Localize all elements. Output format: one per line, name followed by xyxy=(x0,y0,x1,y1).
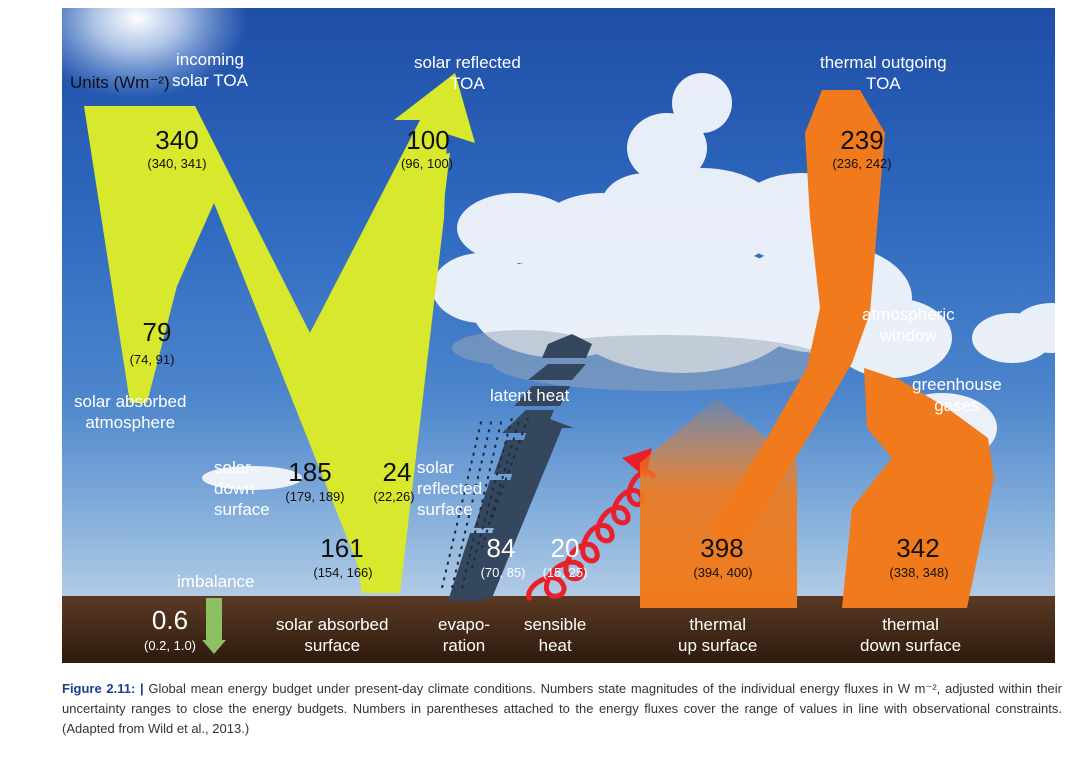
solar-absorbed-atmosphere-label: solar absorbed atmosphere xyxy=(74,392,187,432)
energy-budget-figure: incoming solar TOA Units (Wm⁻²) solar re… xyxy=(62,8,1055,663)
greenhouse-gases-label: greenhouse gases xyxy=(912,375,1002,415)
thermal-outgoing-arrow xyxy=(712,90,885,558)
atmospheric-window-label: atmospheric window xyxy=(862,305,955,345)
figure-caption: Figure 2.11: | Global mean energy budget… xyxy=(62,679,1062,739)
thermal-outgoing-value: 239 xyxy=(840,125,884,155)
imbalance-arrow xyxy=(202,598,226,654)
evaporation-value: 84 xyxy=(486,533,516,563)
solar-absorbed-surface-label: solar absorbed surface xyxy=(276,615,389,655)
evaporation-label: evapo- ration xyxy=(438,615,490,655)
imbalance-label: imbalance xyxy=(177,572,255,591)
solar-down-surface-range: (179, 189) xyxy=(285,489,345,504)
latent-heat-label: latent heat xyxy=(490,386,570,405)
imbalance-value: 0.6 xyxy=(151,605,189,635)
solar-down-surface-value: 185 xyxy=(288,457,332,487)
solar-absorbed-surface-range: (154, 166) xyxy=(313,565,373,580)
units-label: Units (Wm⁻²) xyxy=(70,73,170,92)
incoming-solar-value: 340 xyxy=(155,125,199,155)
thermal-outgoing-range: (236, 242) xyxy=(832,156,892,171)
thermal-down-surface-label: thermal down surface xyxy=(860,615,962,655)
solar-reflected-toa-value: 100 xyxy=(406,125,450,155)
solar-reflected-toa-label: solar reflected TOA xyxy=(414,53,521,93)
thermal-up-surface-value: 398 xyxy=(700,533,744,563)
caption-text: Global mean energy budget under present-… xyxy=(62,681,1062,736)
solar-reflected-surface-value: 24 xyxy=(382,457,412,487)
solar-reflected-toa-arrow xyxy=(310,153,450,488)
solar-reflected-surface-label: solar reflected surface xyxy=(417,458,483,519)
solar-reflected-toa-range: (96, 100) xyxy=(400,156,454,171)
sensible-heat-range: (15, 25) xyxy=(542,565,588,580)
incoming-solar-range: (340, 341) xyxy=(147,156,207,171)
thermal-up-surface-range: (394, 400) xyxy=(693,565,753,580)
thermal-down-surface-arrow xyxy=(842,368,994,608)
imbalance-range: (0.2, 1.0) xyxy=(143,638,197,653)
sensible-heat-value: 20 xyxy=(550,533,580,563)
latent-heat-bars xyxy=(448,334,592,601)
thermal-down-surface-range: (338, 348) xyxy=(889,565,949,580)
incoming-solar-label: incoming solar TOA xyxy=(172,50,248,90)
solar-absorbed-atmosphere-range: (74, 91) xyxy=(129,352,175,367)
figure-artwork xyxy=(62,8,1055,663)
thermal-up-surface-arrow xyxy=(640,398,797,608)
caption-label: Figure 2.11: | xyxy=(62,681,144,696)
thermal-outgoing-toa-label: thermal outgoing TOA xyxy=(820,53,947,93)
solar-down-surface-label: solar down surface xyxy=(214,458,270,519)
sensible-heat-label: sensible heat xyxy=(524,615,587,655)
evaporation-dashes xyxy=(441,417,529,589)
thermal-up-surface-label: thermal up surface xyxy=(678,615,758,655)
sun-glow xyxy=(62,8,247,98)
solar-absorbed-surface-value: 161 xyxy=(320,533,364,563)
thermal-down-surface-value: 342 xyxy=(896,533,940,563)
solar-absorbed-atmosphere-value: 79 xyxy=(142,317,172,347)
solar-reflected-surface-range: (22,26) xyxy=(373,489,415,504)
evaporation-range: (70, 85) xyxy=(480,565,526,580)
